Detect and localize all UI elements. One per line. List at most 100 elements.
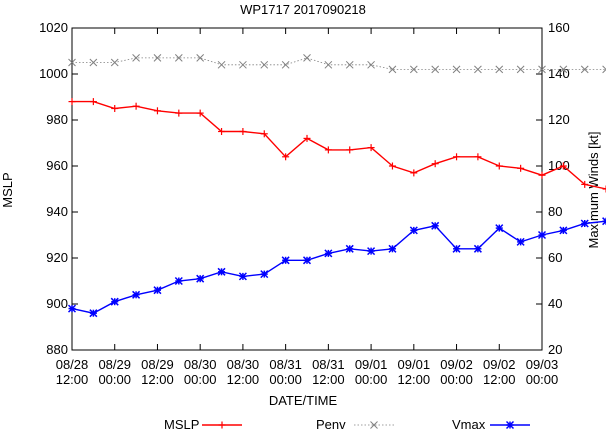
point-penv [580,65,589,74]
point-penv [281,60,290,69]
point-vmax [367,247,376,256]
y2-tick-label: 100 [548,158,570,173]
point-mslp [388,162,396,170]
y2-tick-label: 140 [548,66,570,81]
x-tick-label-time: 12:00 [56,372,89,387]
point-penv [68,58,76,67]
point-mslp [132,102,140,110]
point-penv [516,65,525,74]
point-mslp [517,164,525,172]
point-vmax [409,226,418,235]
point-penv-d2 [345,60,354,69]
y-tick-label: 960 [46,158,68,173]
point-mslp [196,109,204,117]
x-tick-label-date: 09/01 [398,357,431,372]
point-vmax [132,290,141,299]
point-penv-d2 [174,54,183,62]
point-vmax [217,267,226,276]
y2-tick-label: 160 [548,20,570,35]
point-vmax-d2 [302,256,312,265]
x-tick-label-time: 00:00 [355,372,388,387]
point-vmax [110,297,119,306]
y-axis-label: MSLP [0,172,15,207]
y2-tick-label: 80 [548,204,562,219]
point-vmax-d2 [238,272,247,281]
x-tick-label-date: 09/02 [440,357,473,372]
point-vmax-d2 [67,304,77,313]
legend-marker-penv [370,421,378,429]
point-penv [452,65,461,74]
point-penv-d2 [474,65,482,74]
point-vmax-d2 [516,237,525,246]
point-vmax [431,221,440,230]
point-penv [431,65,440,74]
point-vmax-d2 [153,286,162,295]
point-penv-d2 [281,60,290,69]
point-penv [132,54,140,62]
point-vmax-d2 [580,219,589,228]
point-vmax [324,249,333,258]
point-mslp [260,130,268,138]
point-penv-d2 [68,58,76,67]
point-vmax [602,217,606,226]
x-tick-label-date: 08/31 [269,357,302,372]
point-vmax [345,244,354,253]
x-tick-label-date: 08/29 [141,357,174,372]
legend-label-mslp: MSLP [164,417,199,432]
point-penv [495,65,504,74]
point-penv [474,65,482,74]
x-tick-label-date: 09/02 [483,357,516,372]
point-vmax [516,237,525,246]
point-vmax [559,226,568,235]
point-penv-d2 [303,54,311,62]
y-tick-label: 1000 [39,66,68,81]
point-mslp [410,169,418,177]
point-vmax-d2 [132,290,141,299]
point-penv-d2 [132,54,140,62]
point-mslp [68,98,76,106]
point-penv-d2 [153,54,162,62]
series-vmax [67,217,606,318]
point-mslp [453,153,461,161]
point-penv [217,60,226,69]
point-penv-d2 [559,65,568,74]
point-penv [260,60,269,69]
point-mslp [324,146,332,154]
point-penv-d1 [602,65,606,71]
point-vmax-d2 [89,309,98,318]
point-penv [110,58,119,67]
legend-label-penv: Penv [316,417,346,432]
point-vmax-d2 [196,274,205,283]
y-tick-label: 880 [46,342,68,357]
point-vmax-d2 [217,267,226,276]
point-penv [559,65,568,74]
point-vmax-d2 [602,220,606,226]
y2-axis-label: Maximum Winds [kt] [586,131,601,248]
point-penv [602,65,606,74]
point-mslp [175,109,183,117]
point-mslp [153,107,161,115]
point-penv-d2 [538,65,546,74]
legend-marker-penv-d2 [370,421,378,429]
x-tick-label-time: 12:00 [398,372,431,387]
point-penv [367,60,375,69]
y-tick-label: 1020 [39,20,68,35]
point-vmax [302,256,312,265]
point-vmax [495,224,504,233]
point-penv-d2 [110,58,119,67]
point-vmax-d2 [495,224,504,233]
point-penv [303,54,311,62]
point-mslp [239,128,247,135]
point-penv-d2 [217,60,226,69]
point-vmax [388,244,397,253]
series-layer [67,54,606,318]
y-tick-label: 980 [46,112,68,127]
point-penv-d2 [239,60,247,69]
x-tick-label-date: 08/30 [227,357,260,372]
point-penv [196,54,205,62]
point-penv [538,65,546,74]
point-penv [345,60,354,69]
point-mslp [538,171,546,179]
x-tick-label-time: 00:00 [526,372,559,387]
